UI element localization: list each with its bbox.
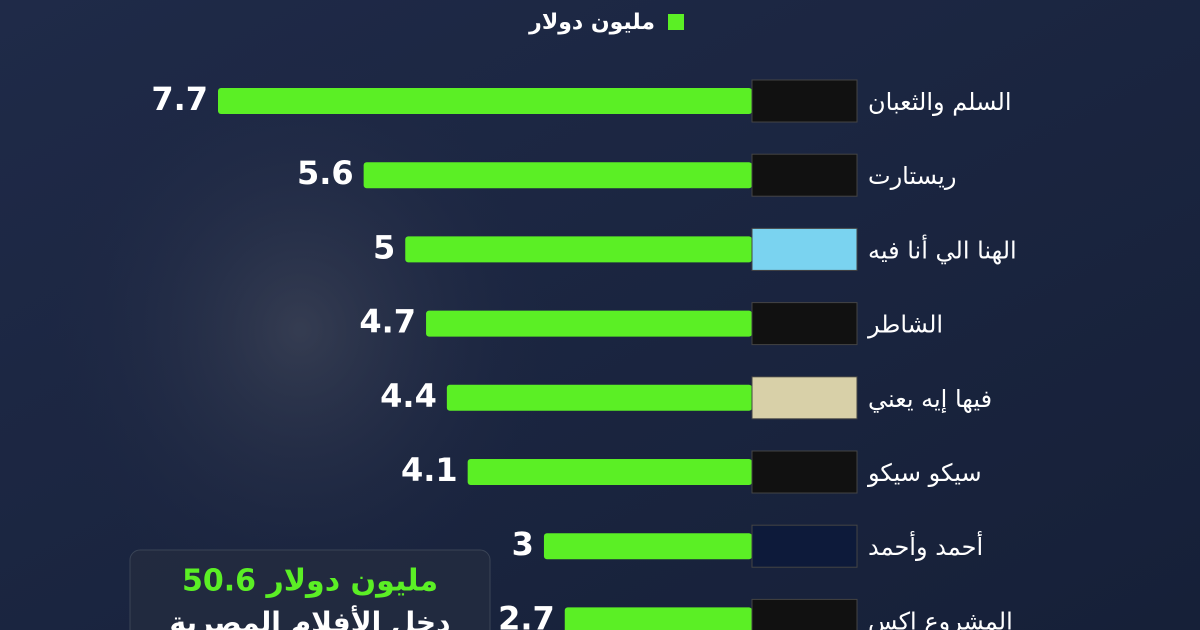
category-label: فيها إيه يعني — [868, 385, 992, 414]
bar — [467, 459, 752, 485]
value-label: 5.6 — [297, 154, 354, 192]
legend-label: مليون دولار — [528, 10, 655, 35]
annotation-box — [129, 549, 491, 630]
value-label: 4.4 — [380, 377, 437, 415]
movie-logo — [751, 79, 858, 123]
bar — [426, 310, 752, 337]
annotation-caption: دخل الأفلام المصرية — [170, 605, 451, 630]
movie-logo — [751, 153, 858, 197]
movie-logo — [751, 376, 858, 420]
category-label: سيكو سيكو — [867, 459, 982, 487]
movie-logo — [751, 598, 858, 630]
bar — [543, 533, 752, 560]
category-label: المشروع اكس — [868, 607, 1013, 630]
category-label: الهنا الي أنا فيه — [868, 234, 1017, 264]
bar — [218, 88, 752, 114]
value-label: 7.7 — [151, 80, 208, 118]
category-label: أحمد وأحمد — [868, 531, 983, 561]
bar — [363, 162, 752, 189]
value-label: 3 — [512, 525, 534, 563]
category-label: السلم والثعبان — [868, 88, 1012, 116]
bar — [446, 384, 752, 411]
annotation-total: 50.6 مليون دولار — [182, 564, 438, 599]
bar — [564, 607, 752, 630]
movie-logo — [751, 450, 858, 494]
movie-logo — [751, 302, 858, 346]
bar — [405, 236, 752, 263]
value-label: 2.7 — [498, 599, 555, 630]
value-label: 5 — [373, 228, 395, 266]
movie-logo — [751, 227, 858, 271]
movie-logo — [751, 524, 858, 568]
category-label: الشاطر — [867, 311, 943, 339]
value-label: 4.1 — [401, 451, 458, 489]
legend-swatch — [668, 14, 684, 30]
value-label: 4.7 — [359, 303, 416, 341]
category-label: ريستارت — [868, 162, 956, 190]
